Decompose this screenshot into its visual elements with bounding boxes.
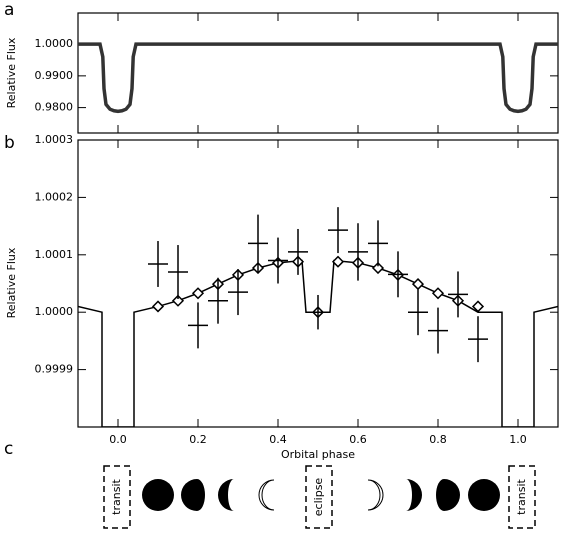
- planet-phase: [468, 479, 500, 511]
- x-tick-label: 0.2: [189, 433, 207, 446]
- diamond-marker: [331, 255, 345, 268]
- diamond-marker: [471, 300, 485, 313]
- data-line: [78, 259, 558, 427]
- phase-diagram: transit eclipse transit: [103, 465, 536, 529]
- plot-frame: [77, 12, 559, 134]
- y-tick-label: 1.0003: [35, 133, 74, 146]
- x-tick-label: 0.6: [349, 433, 367, 446]
- planet-phase: [142, 479, 174, 511]
- y-tick-label: 0.9800: [35, 101, 74, 114]
- diamond-marker: [371, 261, 385, 275]
- x-tick-label: 0.0: [109, 433, 127, 446]
- diamond-marker: [431, 287, 445, 300]
- diamond-marker: [171, 294, 185, 307]
- data-line: [78, 42, 558, 114]
- phase-label: transit: [515, 478, 528, 514]
- phase-label: eclipse: [312, 478, 325, 517]
- label-box: [508, 465, 536, 529]
- diamond-marker: [411, 278, 425, 291]
- panel-label: b: [4, 133, 15, 153]
- x-tick-label: 1.0: [509, 433, 527, 446]
- panel-label: a: [4, 0, 14, 20]
- y-tick-label: 0.9900: [35, 69, 74, 82]
- diamond-marker: [151, 300, 165, 313]
- planet-phase: [367, 479, 384, 511]
- plot-frame: [77, 139, 559, 428]
- x-tick-label: 0.8: [429, 433, 447, 446]
- planet-phase: [181, 479, 205, 511]
- y-tick-label: 1.0000: [35, 305, 74, 318]
- planet-phase: [218, 479, 234, 511]
- y-axis-label: Relative Flux: [5, 247, 18, 318]
- planet-phase: [258, 479, 275, 511]
- panel-label: c: [4, 439, 13, 459]
- y-tick-label: 1.0000: [35, 37, 74, 50]
- x-axis-label: Orbital phase: [281, 448, 355, 461]
- planet-phase: [406, 479, 422, 511]
- y-tick-label: 0.9999: [35, 363, 74, 376]
- diamond-marker: [191, 287, 205, 300]
- label-box: [103, 465, 131, 529]
- y-tick-label: 1.0001: [35, 248, 74, 261]
- planet-phase: [436, 479, 460, 511]
- x-tick-label: 0.4: [269, 433, 287, 446]
- y-tick-label: 1.0002: [35, 190, 74, 203]
- y-axis-label: Relative Flux: [5, 37, 18, 108]
- label-box: [305, 465, 333, 529]
- phase-label: transit: [110, 478, 123, 514]
